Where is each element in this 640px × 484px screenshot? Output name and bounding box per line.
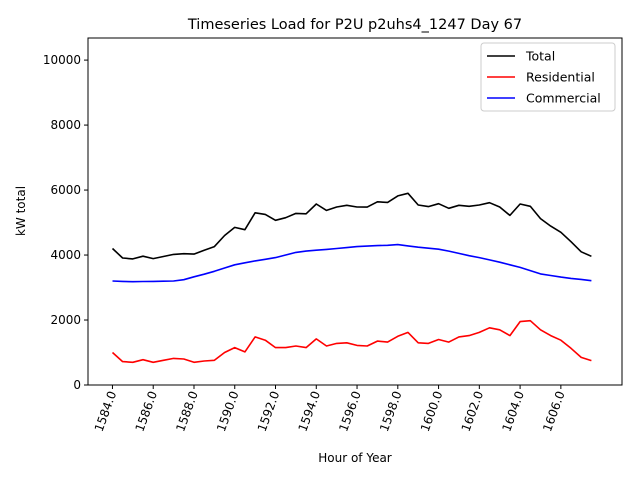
legend-label-commercial: Commercial — [526, 91, 601, 106]
x-tick-label: 1596.0 — [336, 389, 364, 433]
x-tick-label: 1584.0 — [92, 389, 120, 433]
y-tick-label: 4000 — [50, 248, 81, 262]
y-tick-label: 8000 — [50, 118, 81, 132]
x-tick-label: 1586.0 — [133, 389, 161, 433]
series-line-commercial — [112, 243, 592, 283]
y-tick-label: 2000 — [50, 313, 81, 327]
x-tick-label: 1602.0 — [459, 389, 487, 433]
series-line-total — [111, 192, 592, 260]
x-tick-label: 1592.0 — [255, 389, 283, 433]
y-tick-label: 10000 — [43, 53, 81, 67]
axes-frame — [87, 37, 623, 386]
y-tick-label: 0 — [73, 378, 81, 392]
chart-title: Timeseries Load for P2U p2uhs4_1247 Day … — [187, 17, 522, 33]
y-axis-label: kW total — [14, 186, 28, 236]
plot-area — [111, 192, 592, 364]
x-axis: 1584.0 1586.0 1588.0 1590.0 1592.0 1594.0 1596… — [92, 385, 568, 433]
x-tick-label: 1606.0 — [540, 389, 568, 433]
x-tick-label: 1598.0 — [377, 389, 405, 433]
x-tick-label: 1590.0 — [214, 389, 242, 433]
x-tick-label: 1594.0 — [296, 389, 324, 433]
x-tick-label: 1588.0 — [173, 389, 201, 433]
legend-label-total: Total — [525, 49, 555, 64]
legend: Total Residential Commercial — [480, 42, 616, 112]
series-line-residential — [111, 319, 592, 364]
y-tick-label: 6000 — [50, 183, 81, 197]
x-tick-label: 1600.0 — [418, 389, 446, 433]
legend-box — [480, 42, 616, 112]
x-axis-label: Hour of Year — [318, 451, 392, 465]
x-tick-label: 1604.0 — [499, 389, 527, 433]
y-axis: 0 2000 4000 6000 8000 10000 — [43, 53, 88, 392]
legend-label-residential: Residential — [526, 70, 595, 85]
